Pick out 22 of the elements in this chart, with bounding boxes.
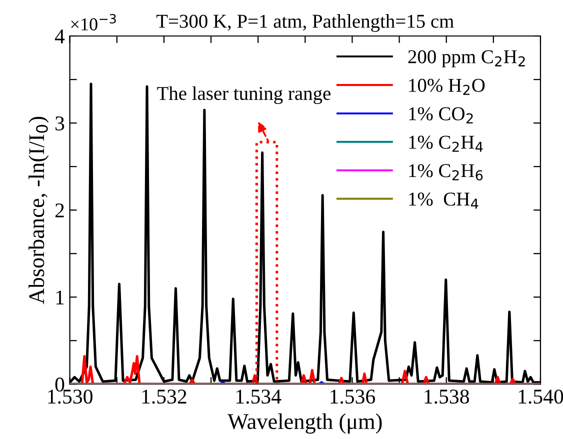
y-tick-label: 2 [55,203,64,218]
legend-label: 1% CO$_{2}$ [409,107,473,124]
legend-label: 200 ppm C$_{2}$H$_{2}$ [408,50,525,68]
y-tick-label: 3 [56,116,64,130]
y-tick-label: 1 [56,290,64,304]
annotation: The laser tuning range [157,86,330,104]
legend-label: 10% H$_{2}$O [409,78,485,95]
x-tick-label: 1.540 [518,390,563,404]
text: ×10$^{−3}$ [71,14,116,30]
x-tick-label: 1.530 [48,390,92,404]
x-tick-label: 1.538 [424,390,469,404]
legend-label: 1% C$_{2}$H$_{6}$ [409,164,483,180]
x-axis-title: Wavelength (μm) [228,413,382,434]
legend-label: 1% CH$_{4}$ [409,192,478,209]
y-axis-title: Absorbance, -ln(I/I$_{0}$) [28,116,49,304]
x-tick-label: 1.532 [142,390,186,404]
chart-title: T=300 K, P=1 atm, Pathlength=15 cm [156,14,454,32]
y-tick-label: 0 [55,378,64,392]
x-tick-label: 1.536 [330,390,376,404]
y-tick-label: 4 [54,30,65,44]
x-tick-label: 1.534 [236,390,282,404]
legend-label: 1% C$_{2}$H$_{4}$ [409,136,483,152]
